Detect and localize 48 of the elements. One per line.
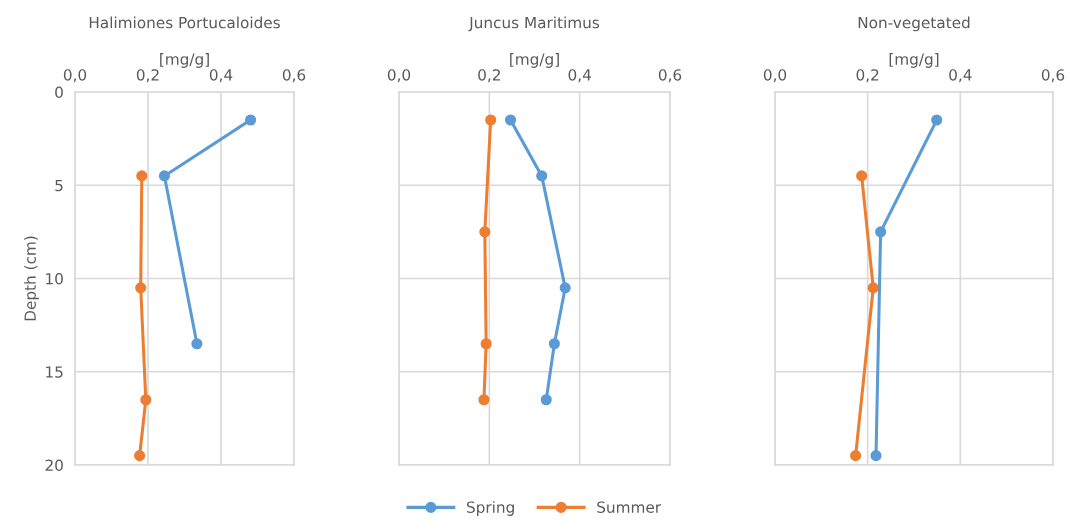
point: [540, 394, 552, 406]
y-tick-label: 20: [45, 459, 63, 472]
point: [480, 338, 492, 350]
point: [191, 338, 203, 350]
point: [875, 226, 887, 238]
y-tick-label: 10: [46, 272, 63, 285]
point: [870, 450, 882, 462]
point: [548, 338, 560, 350]
x-tick-label: 0,2: [136, 69, 159, 83]
x-tick-label: 0,4: [568, 69, 591, 83]
point: [158, 170, 170, 182]
chart-title: Non-vegetated: [858, 16, 970, 32]
x-tick-label: 0,2: [478, 69, 500, 83]
point: [134, 450, 146, 462]
point: [140, 394, 152, 406]
y-tick-label: 5: [55, 179, 63, 192]
chart-title: Halimiones Portucaloides: [89, 16, 280, 29]
point: [850, 450, 862, 462]
point: [479, 226, 491, 238]
point: [136, 170, 148, 182]
point: [931, 114, 943, 126]
x-tick-label: 0,4: [949, 69, 972, 83]
point: [856, 170, 868, 182]
chart-title: Juncus Maritimus: [468, 16, 600, 32]
legend-label: Spring: [466, 501, 514, 516]
x-axis-title: [mg/g]: [510, 53, 559, 68]
x-tick-label: 0,4: [209, 69, 233, 83]
x-axis-title: [mg/g]: [889, 53, 939, 68]
y-tick-label: 0: [55, 86, 63, 99]
x-tick-label: 0,6: [658, 69, 682, 83]
point: [135, 282, 147, 294]
y-tick-label: 15: [46, 366, 63, 378]
legend-label: Summer: [597, 501, 662, 513]
x-tick-label: 0,6: [1041, 69, 1065, 83]
point: [867, 282, 879, 294]
x-tick-label: 0,2: [856, 69, 879, 83]
point: [478, 394, 490, 406]
point: [245, 114, 257, 126]
y-axis-title: Depth (cm): [24, 236, 39, 321]
x-tick-label: 0,0: [63, 69, 87, 83]
point: [505, 114, 517, 126]
x-tick-label: 0,0: [763, 69, 787, 83]
x-tick-label: 0,0: [387, 69, 411, 83]
point: [485, 114, 497, 126]
point: [559, 282, 571, 294]
x-axis-title: [mg/g]: [160, 53, 209, 68]
point: [536, 170, 548, 182]
x-tick-label: 0,6: [282, 69, 306, 83]
